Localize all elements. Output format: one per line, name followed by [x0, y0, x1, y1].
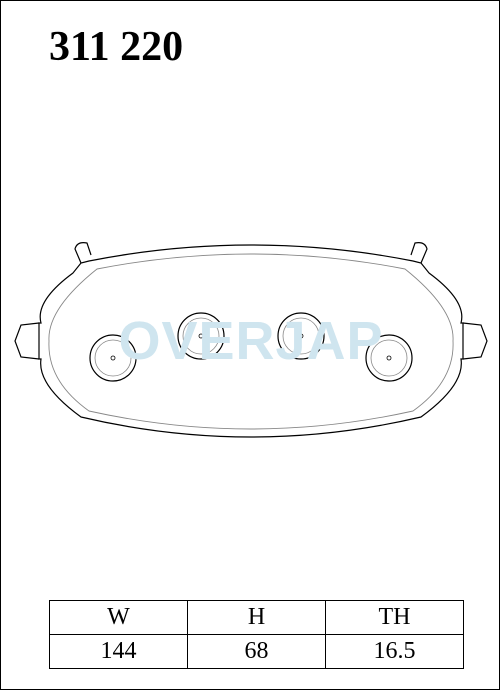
col-header-th: TH — [326, 601, 464, 635]
brake-pad-diagram: OVERJAP — [1, 111, 500, 571]
col-header-h: H — [188, 601, 326, 635]
cell-th: 16.5 — [326, 635, 464, 669]
brake-pad-svg — [1, 111, 500, 571]
table-row: 144 68 16.5 — [50, 635, 464, 669]
cell-w: 144 — [50, 635, 188, 669]
col-header-w: W — [50, 601, 188, 635]
spec-table: W H TH 144 68 16.5 — [49, 600, 464, 669]
cell-h: 68 — [188, 635, 326, 669]
part-number: 311 220 — [49, 23, 183, 71]
table-row: W H TH — [50, 601, 464, 635]
